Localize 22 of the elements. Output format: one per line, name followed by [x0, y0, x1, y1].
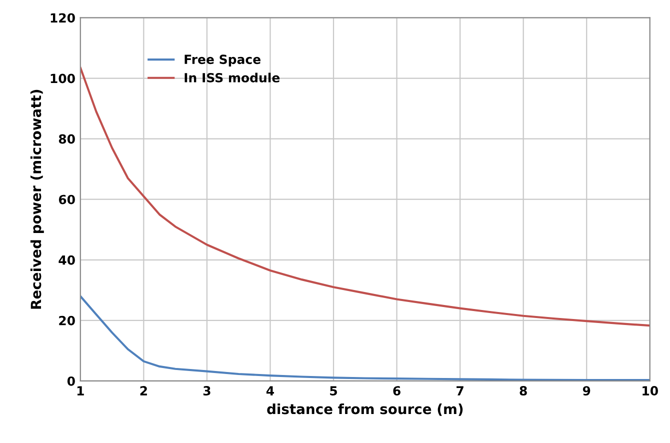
x-tick-label: 2 — [140, 386, 147, 396]
y-tick-label: 40 — [58, 255, 75, 265]
x-tick-label: 7 — [456, 386, 464, 396]
legend-label: In ISS module — [184, 72, 280, 82]
x-tick-label: 1 — [77, 386, 84, 396]
y-tick-label: 100 — [50, 74, 75, 84]
y-tick-label: 20 — [59, 316, 75, 326]
y-tick-label: 120 — [50, 13, 75, 23]
legend-label: Free Space — [184, 54, 260, 66]
x-tick-label: 6 — [393, 386, 400, 396]
y-axis-title: Received power (microwatt) — [30, 90, 44, 309]
x-tick-label: 4 — [266, 386, 274, 396]
y-tick-label: 80 — [58, 134, 75, 144]
x-tick-label: 10 — [642, 386, 658, 396]
x-tick-label: 3 — [203, 386, 210, 396]
x-axis-title: distance from source (m) — [267, 403, 463, 416]
x-tick-label: 5 — [330, 386, 337, 396]
y-tick-label: 60 — [58, 194, 75, 204]
x-tick-label: 8 — [520, 386, 527, 396]
y-tick-label: 0 — [67, 376, 75, 386]
x-tick-label: 9 — [582, 386, 590, 396]
line-series — [80, 66, 650, 327]
